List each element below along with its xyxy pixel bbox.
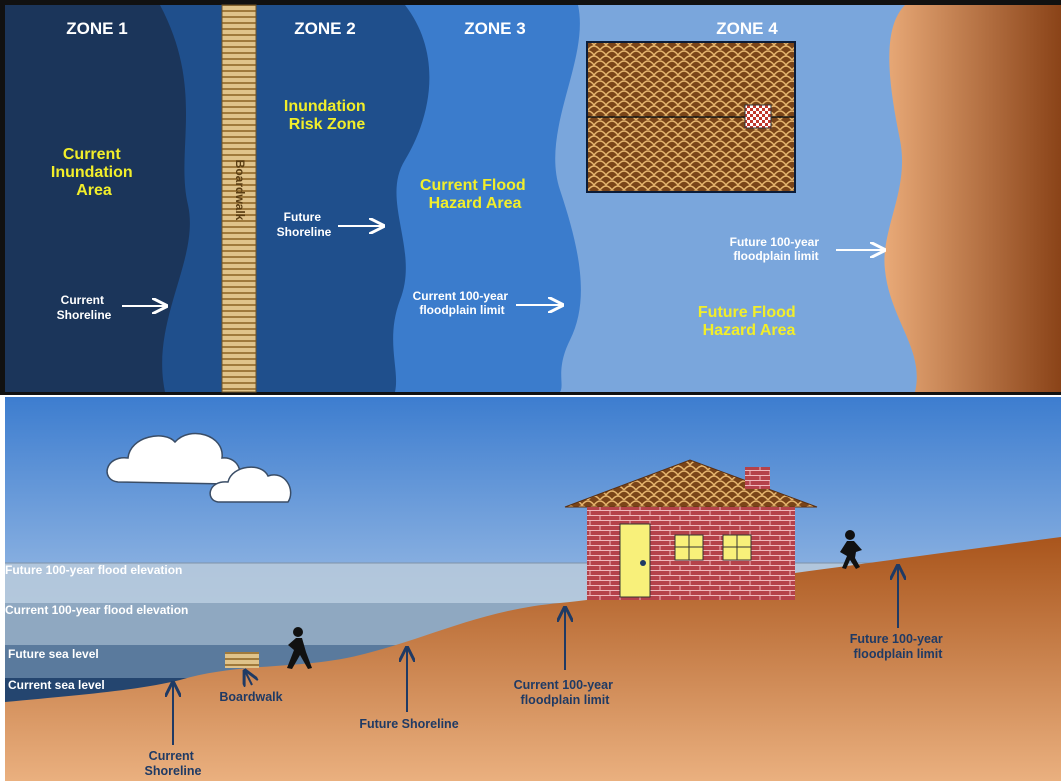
chimney-top (744, 104, 772, 129)
person (287, 627, 312, 669)
marker-label: Future Shoreline (359, 717, 458, 731)
chimney (745, 467, 770, 489)
text-line: Future 100-year (850, 632, 943, 646)
text-line: Shoreline (145, 764, 202, 778)
text-line: Area (76, 182, 112, 199)
door (619, 523, 651, 598)
text-line: Shoreline (57, 308, 112, 322)
area-label: Inundation Risk Zone (284, 98, 370, 133)
marker-label: Future 100-year floodplain limit (850, 632, 947, 661)
marker-label: Current Shoreline (57, 293, 112, 322)
person-head (845, 530, 855, 540)
person-body (840, 541, 862, 569)
zone-label: ZONE 1 (66, 19, 127, 38)
boardwalk-label: Boardwalk (233, 160, 247, 221)
text-line: Current 100-year (413, 289, 509, 303)
text-line: Current Flood (420, 177, 526, 194)
area-label: Current Inundation Area (51, 146, 137, 199)
zone-label: ZONE 4 (716, 19, 778, 38)
text-line: Hazard Area (429, 195, 522, 212)
cloud-shape (106, 432, 241, 485)
beach (884, 5, 1061, 392)
text-line: Shoreline (277, 225, 332, 239)
text-line: Inundation (284, 98, 366, 115)
text-line: Future 100-year (730, 235, 820, 249)
area-label: Current Flood Hazard Area (420, 177, 530, 212)
level-label: Current 100-year flood elevation (5, 603, 188, 617)
cloud-shape (209, 466, 292, 503)
text-line: Risk Zone (289, 116, 366, 133)
zone-label: ZONE 3 (464, 19, 525, 38)
ground (5, 537, 1061, 781)
marker-label: Current 100-year floodplain limit (413, 289, 512, 317)
text-line: floodplain limit (854, 647, 944, 661)
marker-label: Boardwalk (219, 690, 282, 704)
text-line: Future (284, 210, 322, 224)
area-label: Future Flood Hazard Area (698, 304, 800, 339)
person-head (293, 627, 303, 637)
marker-label: Future 100-year floodplain limit (730, 235, 823, 263)
door-knob (640, 560, 646, 566)
cloud (106, 432, 292, 503)
arrow (245, 671, 252, 685)
zone-label: ZONE 2 (294, 19, 355, 38)
text-line: Hazard Area (703, 322, 796, 339)
text-line: floodplain limit (521, 693, 611, 707)
level-label: Future sea level (8, 647, 99, 661)
text-line: floodplain limit (419, 303, 504, 317)
person-body (287, 638, 312, 669)
window-frame (675, 535, 703, 560)
marker-label: Current Shoreline (145, 749, 202, 778)
text-line: Current (63, 146, 121, 163)
text-line: floodplain limit (733, 249, 818, 263)
window-frame (723, 535, 751, 560)
boardwalk-top (221, 4, 257, 393)
person (840, 530, 862, 569)
marker-label: Current 100-year floodplain limit (514, 678, 617, 707)
text-line: Current 100-year (514, 678, 613, 692)
text-line: Current (61, 293, 104, 307)
level-label: Future 100-year flood elevation (5, 563, 182, 577)
text-line: Inundation (51, 164, 133, 181)
boardwalk-side (225, 652, 259, 668)
text-line: Future Flood (698, 304, 796, 321)
text-line: Current (149, 749, 195, 763)
level-label: Current sea level (8, 678, 105, 692)
marker-label: Future Shoreline (277, 210, 332, 239)
